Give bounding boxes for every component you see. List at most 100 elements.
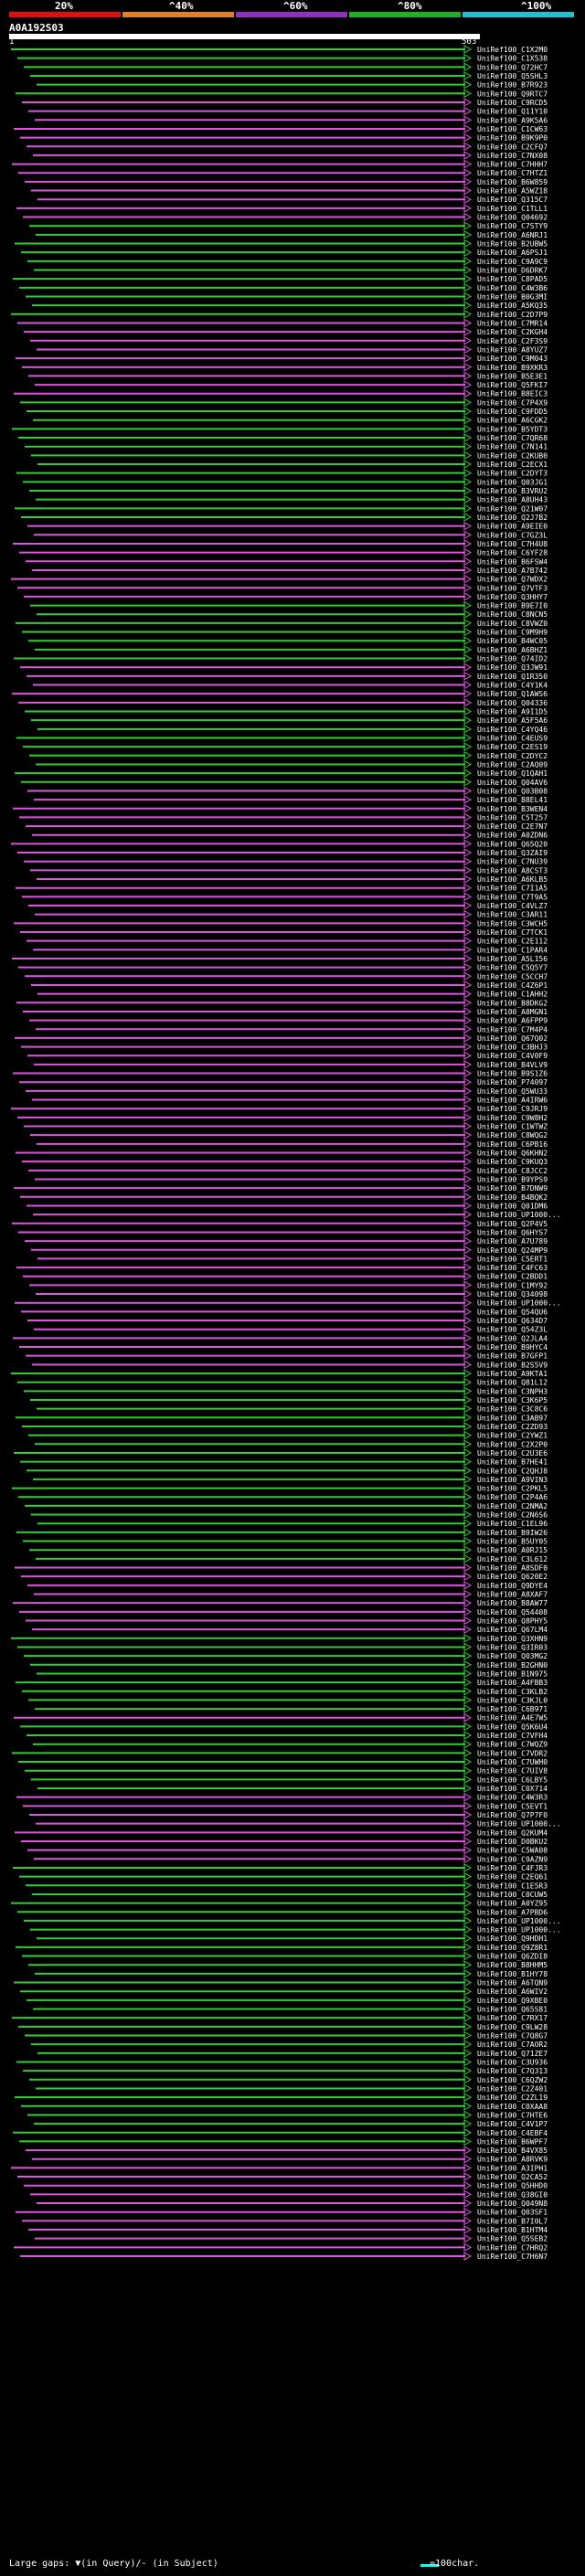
hit-label[interactable]: UniRef100_A5KQ35 (477, 302, 548, 310)
hit-label[interactable]: UniRef100_C3KJL0 (477, 1696, 548, 1704)
hit-label[interactable]: UniRef100_C9KUQ3 (477, 1158, 548, 1166)
hit-label[interactable]: UniRef100_C6LBY5 (477, 1776, 548, 1784)
hit-label[interactable]: UniRef100_C4W3R3 (477, 1794, 548, 1802)
hit-label[interactable]: UniRef100_C8JCC2 (477, 1167, 548, 1175)
hit-label[interactable]: UniRef100_C4Z6P1 (477, 981, 548, 990)
hit-label[interactable]: UniRef100_Q72HC7 (477, 63, 548, 71)
hit-label[interactable]: UniRef100_Q9RTC7 (477, 90, 548, 98)
hit-label[interactable]: UniRef100_B7DNW9 (477, 1184, 548, 1193)
hit-label[interactable]: UniRef100_A8MGN1 (477, 1008, 548, 1016)
hit-label[interactable]: UniRef100_B9HYC4 (477, 1343, 548, 1352)
hit-label[interactable]: UniRef100_Q3XHN9 (477, 1635, 548, 1643)
hit-label[interactable]: UniRef100_B1N975 (477, 1670, 548, 1678)
hit-label[interactable]: UniRef100_A6PSJ1 (477, 249, 548, 257)
hit-label[interactable]: UniRef100_C2ES19 (477, 743, 548, 751)
hit-label[interactable]: UniRef100_B4BQK2 (477, 1193, 548, 1202)
hit-label[interactable]: UniRef100_Q2JLA4 (477, 1334, 548, 1342)
hit-label[interactable]: UniRef100_A5WZ18 (477, 187, 548, 196)
hit-label[interactable]: UniRef100_C1EL96 (477, 1520, 548, 1528)
hit-label[interactable]: UniRef100_C2P4A6 (477, 1493, 548, 1501)
hit-label[interactable]: UniRef100_C2DYC2 (477, 752, 548, 760)
hit-label[interactable]: UniRef100_Q049N8 (477, 2200, 548, 2208)
hit-label[interactable]: UniRef100_B8HHM5 (477, 1961, 548, 1969)
hit-label[interactable]: UniRef100_Q3ZAI9 (477, 849, 548, 857)
hit-label[interactable]: UniRef100_C1WTWZ (477, 1123, 548, 1131)
hit-label[interactable]: UniRef100_B3WEN4 (477, 805, 548, 813)
hit-label[interactable]: UniRef100_Q7VTF3 (477, 584, 548, 592)
hit-label[interactable]: UniRef100_A4IRW6 (477, 1097, 548, 1105)
hit-label[interactable]: UniRef100_Q5SEB2 (477, 2235, 548, 2243)
hit-label[interactable]: UniRef100_Q2KUM4 (477, 1829, 548, 1837)
hit-label[interactable]: UniRef100_C7HHH7 (477, 161, 548, 169)
hit-label[interactable]: UniRef100_Q3IR03 (477, 1643, 548, 1651)
hit-label[interactable]: UniRef100_C8PAD5 (477, 275, 548, 283)
hit-label[interactable]: UniRef100_C1CW63 (477, 125, 548, 133)
hit-label[interactable]: UniRef100_A5F5A6 (477, 716, 548, 725)
hit-label[interactable]: UniRef100_B2S5V9 (477, 1361, 548, 1369)
hit-label[interactable]: UniRef100_A0RJ15 (477, 1546, 548, 1554)
hit-label[interactable]: UniRef100_A9KTA1 (477, 1370, 548, 1378)
hit-label[interactable]: UniRef100_C9RCD5 (477, 99, 548, 107)
hit-label[interactable]: UniRef100_A8CST3 (477, 866, 548, 875)
hit-label[interactable]: UniRef100_B8AW77 (477, 1599, 548, 1607)
hit-label[interactable]: UniRef100_C7STY9 (477, 222, 548, 230)
hit-label[interactable]: UniRef100_B9XKR3 (477, 364, 548, 372)
hit-label[interactable]: UniRef100_Q6HYS7 (477, 1228, 548, 1236)
hit-label[interactable]: UniRef100_B3VRU2 (477, 487, 548, 495)
hit-label[interactable]: UniRef100_C6PB16 (477, 1140, 548, 1149)
hit-label[interactable]: UniRef100_UP1000... (477, 1926, 561, 1935)
hit-label[interactable]: UniRef100_C7VDR2 (477, 1749, 548, 1757)
hit-label[interactable]: UniRef100_C2PKL5 (477, 1485, 548, 1493)
hit-label[interactable]: UniRef100_A6NRJ1 (477, 231, 548, 239)
hit-label[interactable]: UniRef100_C9A9C9 (477, 258, 548, 266)
hit-label[interactable]: UniRef100_A6KLB5 (477, 875, 548, 884)
hit-label[interactable]: UniRef100_C2YWZ1 (477, 1432, 548, 1440)
hit-label[interactable]: UniRef100_B7HE41 (477, 1458, 548, 1467)
hit-label[interactable]: UniRef100_UP1000... (477, 1211, 561, 1219)
hit-label[interactable]: UniRef100_B9E7I0 (477, 602, 548, 610)
hit-label[interactable]: UniRef100_C9M9H9 (477, 629, 548, 637)
hit-label[interactable]: UniRef100_Q6KHN2 (477, 1150, 548, 1158)
hit-label[interactable]: UniRef100_B6W859 (477, 178, 548, 186)
hit-label[interactable]: UniRef100_C7TCK1 (477, 928, 548, 937)
hit-label[interactable]: UniRef100_B8DKG2 (477, 999, 548, 1007)
hit-label[interactable]: UniRef100_Q54QU6 (477, 1308, 548, 1316)
hit-label[interactable]: UniRef100_A4E7W5 (477, 1714, 548, 1723)
hit-label[interactable]: UniRef100_A7B742 (477, 567, 548, 575)
hit-label[interactable]: UniRef100_B0G3MI (477, 292, 548, 301)
hit-label[interactable]: UniRef100_UP1000... (477, 1917, 561, 1925)
hit-label[interactable]: UniRef100_B9YPS9 (477, 1175, 548, 1183)
hit-label[interactable]: UniRef100_Q634D7 (477, 1317, 548, 1325)
hit-label[interactable]: UniRef100_C2E7N7 (477, 822, 548, 831)
hit-label[interactable]: UniRef100_A8YUZ7 (477, 345, 548, 354)
hit-label[interactable]: UniRef100_B4VLV9 (477, 1061, 548, 1069)
hit-label[interactable]: UniRef100_Q7P7F0 (477, 1811, 548, 1819)
hit-label[interactable]: UniRef100_C2ECX1 (477, 461, 548, 469)
hit-label[interactable]: UniRef100_C2CFQ7 (477, 143, 548, 151)
hit-label[interactable]: UniRef100_Q5HHD0 (477, 2182, 548, 2190)
hit-label[interactable]: UniRef100_P74097 (477, 1078, 548, 1087)
hit-label[interactable]: UniRef100_A8SDF0 (477, 1564, 548, 1573)
hit-label[interactable]: UniRef100_C3K6P5 (477, 1396, 548, 1405)
hit-label[interactable]: UniRef100_A6TQN9 (477, 1979, 548, 1988)
hit-label[interactable]: UniRef100_C4FC63 (477, 1264, 548, 1272)
hit-label[interactable]: UniRef100_C7T9A5 (477, 893, 548, 901)
hit-label[interactable]: UniRef100_C3U936 (477, 2058, 548, 2066)
hit-label[interactable]: UniRef100_C2QHJ8 (477, 1467, 548, 1475)
hit-label[interactable]: UniRef100_C6B971 (477, 1705, 548, 1713)
hit-label[interactable]: UniRef100_C4Y1K4 (477, 682, 548, 690)
hit-label[interactable]: UniRef100_C2ZD93 (477, 1423, 548, 1431)
hit-label[interactable]: UniRef100_B5E3E1 (477, 372, 548, 380)
hit-label[interactable]: UniRef100_Q67Q02 (477, 1034, 548, 1043)
hit-label[interactable]: UniRef100_C7RX17 (477, 2014, 548, 2022)
hit-label[interactable]: UniRef100_D0BKU2 (477, 1838, 548, 1846)
hit-label[interactable]: UniRef100_C3AR11 (477, 911, 548, 919)
hit-label[interactable]: UniRef100_C4FJR3 (477, 1864, 548, 1872)
hit-label[interactable]: UniRef100_Q3HHY7 (477, 593, 548, 601)
hit-label[interactable]: UniRef100_B9S1Z6 (477, 1070, 548, 1078)
hit-label[interactable]: UniRef100_A6CGK2 (477, 417, 548, 425)
hit-label[interactable]: UniRef100_C7Q313 (477, 2067, 548, 2075)
hit-label[interactable]: UniRef100_C6YF28 (477, 549, 548, 557)
hit-label[interactable]: UniRef100_C8NCN5 (477, 610, 548, 619)
hit-label[interactable]: UniRef100_C4YQ46 (477, 726, 548, 734)
